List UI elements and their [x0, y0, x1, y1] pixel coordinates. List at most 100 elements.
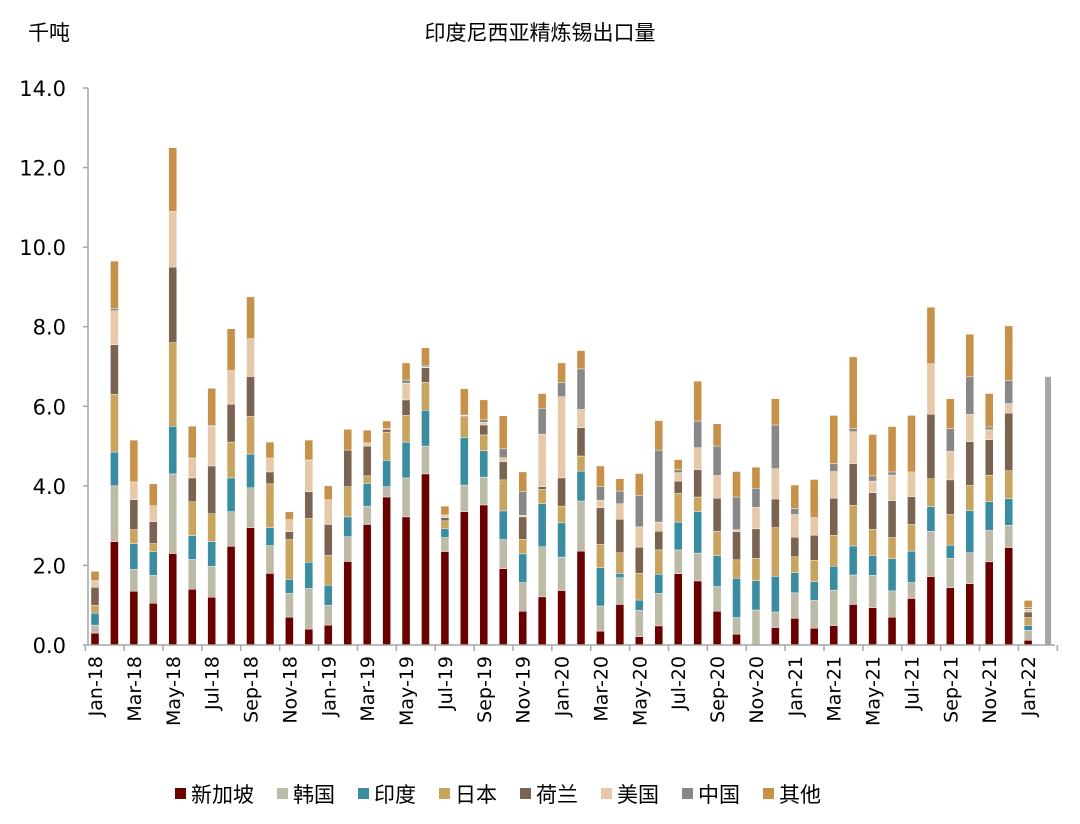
- bar-segment: [985, 501, 994, 531]
- x-tick-label: Jan-22: [1018, 656, 1040, 717]
- x-tick-label: Sep-18: [241, 656, 263, 723]
- bar-segment: [829, 566, 838, 591]
- bar-segment: [1023, 600, 1033, 608]
- bar-segment: [693, 552, 702, 582]
- bar-segment: [732, 531, 741, 561]
- bar-segment: [868, 607, 877, 646]
- legend-item: 韩国: [277, 783, 335, 807]
- bar-segment: [1023, 630, 1033, 641]
- bar-segment: [246, 416, 255, 455]
- bar-segment: [382, 460, 391, 487]
- bar-segment: [207, 388, 216, 426]
- bar-segment: [324, 499, 333, 525]
- bar-segment: [946, 514, 955, 546]
- x-tick-label: Mar-20: [590, 656, 612, 722]
- bar-segment: [401, 399, 411, 416]
- x-tick-label: Jan-21: [785, 656, 807, 717]
- bar-segment: [421, 445, 430, 475]
- bar-segment: [1004, 403, 1013, 414]
- x-tick-label: May-18: [163, 656, 185, 726]
- x-tick-label: Nov-21: [979, 656, 1001, 724]
- bar-segment: [829, 625, 838, 646]
- bar-segment: [518, 515, 527, 518]
- bar-segment: [965, 583, 974, 646]
- y-axis-unit: 千吨: [28, 21, 70, 45]
- bar-segment: [635, 610, 644, 637]
- bar-segment: [324, 585, 333, 606]
- bar-segment: [440, 551, 450, 646]
- bar-segment: [226, 546, 236, 646]
- bar-segment: [304, 628, 314, 646]
- bar-segment: [771, 498, 780, 528]
- bar-segment: [965, 334, 974, 378]
- bar-segment: [168, 342, 177, 427]
- bar-segment: [732, 577, 741, 618]
- legend-label: 中国: [698, 783, 740, 807]
- bar-segment: [265, 483, 275, 528]
- bar-segment: [1023, 625, 1033, 631]
- bar-segment: [187, 457, 197, 479]
- bar-segment: [499, 510, 508, 540]
- bar-segment: [129, 569, 139, 592]
- bar-segment: [674, 521, 683, 551]
- bar-segment: [518, 491, 527, 516]
- bar-segment: [460, 511, 469, 646]
- legend: 新加坡 韩国 印度 日本 荷兰 美国 中国 其他: [175, 783, 821, 807]
- bar-segment: [848, 431, 858, 464]
- bar-segment: [518, 553, 527, 583]
- bar-segment: [674, 469, 683, 473]
- bar-segment: [946, 428, 955, 452]
- bar-segment: [421, 347, 430, 366]
- bar-segment: [110, 541, 119, 646]
- bar-segment: [226, 328, 236, 371]
- bar-segment: [362, 442, 372, 447]
- bar-segment: [382, 496, 391, 646]
- bar-segment: [712, 610, 722, 646]
- bar-segment: [440, 505, 450, 516]
- bar-segment: [596, 567, 605, 607]
- legend-swatch: [439, 788, 450, 799]
- legend-swatch: [520, 788, 531, 799]
- bar-segment: [479, 399, 488, 421]
- bar-segment: [887, 426, 897, 473]
- bar-segment: [168, 473, 177, 554]
- bar-segment: [129, 499, 139, 530]
- bar-segment: [537, 486, 547, 490]
- bar-segment: [615, 503, 625, 520]
- bar-segment: [965, 441, 974, 486]
- bar-segment: [479, 476, 488, 506]
- legend-item: 新加坡: [175, 783, 254, 807]
- bar-segment: [596, 486, 605, 501]
- bar-segment: [732, 617, 741, 635]
- bar-segment: [440, 528, 450, 538]
- bar-segment: [751, 609, 761, 646]
- bar-segment: [576, 368, 586, 410]
- bar-segment: [401, 362, 411, 381]
- bar-segment: [537, 408, 547, 435]
- bar-segment: [537, 503, 547, 547]
- bar-segment: [557, 362, 566, 383]
- bar-segment: [771, 468, 780, 500]
- legend-item: 印度: [358, 783, 416, 807]
- bar-segment: [362, 429, 372, 444]
- bar-segment: [110, 485, 119, 542]
- bar-segment: [168, 147, 177, 212]
- bar-segment: [207, 425, 216, 467]
- bar-segment: [110, 308, 119, 311]
- bar-segment: [771, 424, 780, 469]
- bar-segment: [1004, 525, 1013, 548]
- bar-segment: [304, 562, 314, 589]
- bar-segment: [1004, 498, 1013, 526]
- bar-segment: [265, 457, 275, 473]
- bar-segment: [576, 470, 586, 502]
- bar-segment: [790, 556, 800, 573]
- bar-segment: [207, 597, 216, 646]
- bar-segment: [537, 393, 547, 409]
- bar-segment: [518, 516, 527, 540]
- bar-segment: [907, 550, 916, 583]
- bar-segment: [187, 477, 197, 502]
- bar-segment: [187, 425, 197, 459]
- bar-segment: [304, 518, 314, 563]
- bar-segment: [343, 486, 352, 518]
- bar-segment: [635, 636, 644, 646]
